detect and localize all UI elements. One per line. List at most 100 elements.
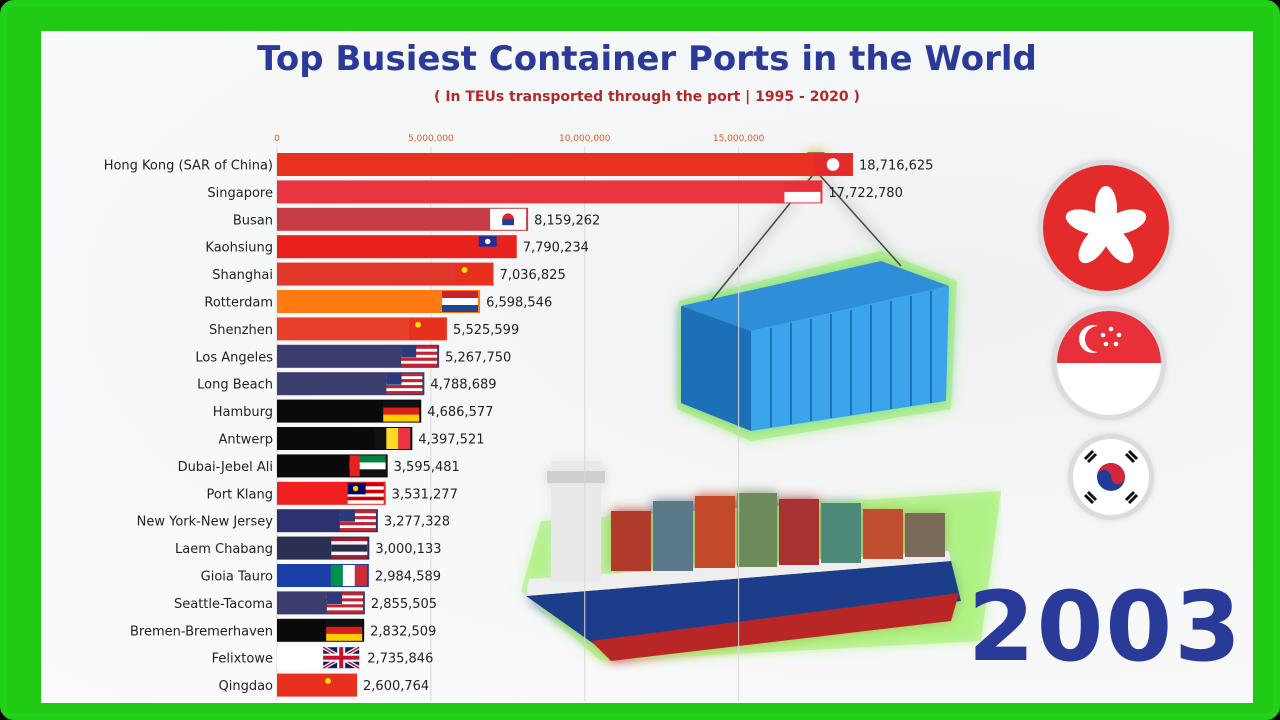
value-label: 2,984,589: [375, 570, 441, 585]
bar-flag: [455, 263, 492, 285]
bar-row: Hong Kong (SAR of China) 18,716,625: [104, 153, 933, 176]
value-label: 18,716,625: [859, 159, 933, 174]
value-label: 5,267,750: [445, 350, 511, 365]
us-flag-part: [386, 391, 423, 395]
x-tick-label: 5,000,000: [408, 134, 454, 144]
us-flag-part: [386, 388, 423, 392]
bar-row: Busan 8,159,262: [233, 207, 600, 231]
bar: [277, 235, 517, 259]
value-label: 4,788,689: [430, 378, 496, 393]
flag-circle-south-korea: [1073, 439, 1149, 515]
bar-row: Shanghai 7,036,825: [212, 262, 566, 286]
category-label: Hamburg: [213, 405, 273, 420]
chart-title: Top Busiest Container Ports in the World: [257, 39, 1037, 79]
category-label: Qingdao: [218, 679, 273, 694]
my-flag-part: [352, 485, 359, 492]
x-tick-label: 15,000,000: [713, 134, 765, 144]
it-flag-part: [354, 565, 367, 586]
us-flag-part: [401, 348, 438, 352]
category-label: Laem Chabang: [175, 542, 273, 557]
flag-circle-hong-kong: [1043, 165, 1169, 291]
bar-flag: [347, 482, 384, 504]
category-label: Kaohsiung: [205, 241, 273, 256]
us-flag-part: [401, 357, 438, 361]
bar-row: Shenzhen 5,525,599: [209, 317, 519, 341]
chart-panel: Top Busiest Container Ports in the World…: [41, 31, 1253, 703]
cn-flag-part: [325, 677, 331, 684]
ae-flag-part: [349, 455, 386, 463]
bar: [277, 344, 440, 368]
year-label: 2003: [967, 571, 1243, 683]
value-label: 8,159,262: [534, 213, 600, 228]
us-flag-part: [401, 354, 438, 358]
bar-flag: [326, 592, 363, 614]
bar-flag: [401, 345, 438, 367]
bar-row: Port Klang 3,531,277: [207, 481, 458, 505]
bar-flag: [330, 565, 367, 586]
category-label: Gioia Tauro: [201, 570, 273, 585]
us-flag-part: [339, 522, 376, 526]
category-label: Shanghai: [212, 268, 273, 283]
us-flag-part: [339, 519, 376, 523]
bar-row: Singapore 17,722,780: [207, 180, 903, 204]
us-flag-part: [326, 610, 363, 614]
cn-flag-part: [319, 674, 356, 696]
tw-flag-part: [485, 238, 491, 245]
sg-flag-part: [784, 191, 821, 203]
bar: [277, 290, 481, 313]
category-label: Felixtowe: [212, 652, 273, 667]
value-label: 5,525,599: [453, 323, 519, 338]
us-flag-part: [386, 379, 423, 383]
us-flag-part: [326, 595, 363, 599]
it-flag-part: [330, 565, 343, 586]
bar-flag: [784, 181, 821, 203]
us-flag-part: [401, 351, 438, 355]
south-korea-flag-icon: [1073, 439, 1149, 515]
value-label: 2,735,846: [367, 652, 433, 667]
bar-flag: [442, 291, 479, 312]
category-label: Rotterdam: [204, 296, 273, 311]
value-label: 2,832,509: [370, 624, 436, 639]
bar-flag: [478, 236, 515, 258]
bar-row: Rotterdam 6,598,546: [204, 290, 552, 313]
bar-row: Antwerp 4,397,521: [219, 427, 485, 450]
be-flag-part: [374, 428, 387, 449]
us-flag-part: [326, 607, 363, 611]
value-label: 3,000,133: [375, 542, 441, 557]
us-flag-part: [339, 525, 376, 529]
value-label: 6,598,546: [486, 296, 552, 311]
kr-flag-part: [502, 219, 514, 226]
bar-row: Kaohsiung 7,790,234: [205, 235, 589, 259]
us-flag-part: [339, 510, 355, 522]
bar-flag: [386, 373, 423, 395]
us-flag-part: [386, 376, 423, 380]
us-flag-part: [326, 598, 363, 602]
bar-flag: [374, 428, 411, 449]
bar-flag: [319, 674, 356, 696]
cargo-stacks: [611, 493, 945, 571]
bar-row: Laem Chabang 3,000,133: [175, 536, 442, 560]
bar-row: Bremen-Bremerhaven 2,832,509: [130, 618, 436, 642]
us-flag-part: [386, 382, 423, 386]
ae-flag-part: [349, 462, 386, 470]
value-label: 3,595,481: [394, 460, 460, 475]
bar-flag: [322, 645, 361, 670]
category-label: Antwerp: [219, 433, 273, 448]
us-flag-part: [339, 510, 376, 514]
cn-flag-part: [415, 321, 421, 328]
value-label: 17,722,780: [828, 186, 902, 201]
value-label: 3,277,328: [384, 515, 450, 530]
bar: [277, 262, 494, 286]
us-flag-part: [326, 601, 363, 605]
us-flag-part: [339, 528, 376, 532]
bar-row: Seattle-Tacoma 2,855,505: [174, 591, 437, 615]
be-flag-part: [386, 428, 399, 449]
bar-flag: [409, 318, 446, 340]
value-label: 4,397,521: [418, 433, 484, 448]
it-flag-part: [342, 565, 355, 586]
cargo-ship-icon: [521, 461, 1001, 661]
us-flag-part: [339, 516, 376, 520]
value-label: 2,600,764: [363, 679, 429, 694]
gb-flag-part: [323, 655, 360, 660]
category-label: Busan: [233, 213, 273, 228]
